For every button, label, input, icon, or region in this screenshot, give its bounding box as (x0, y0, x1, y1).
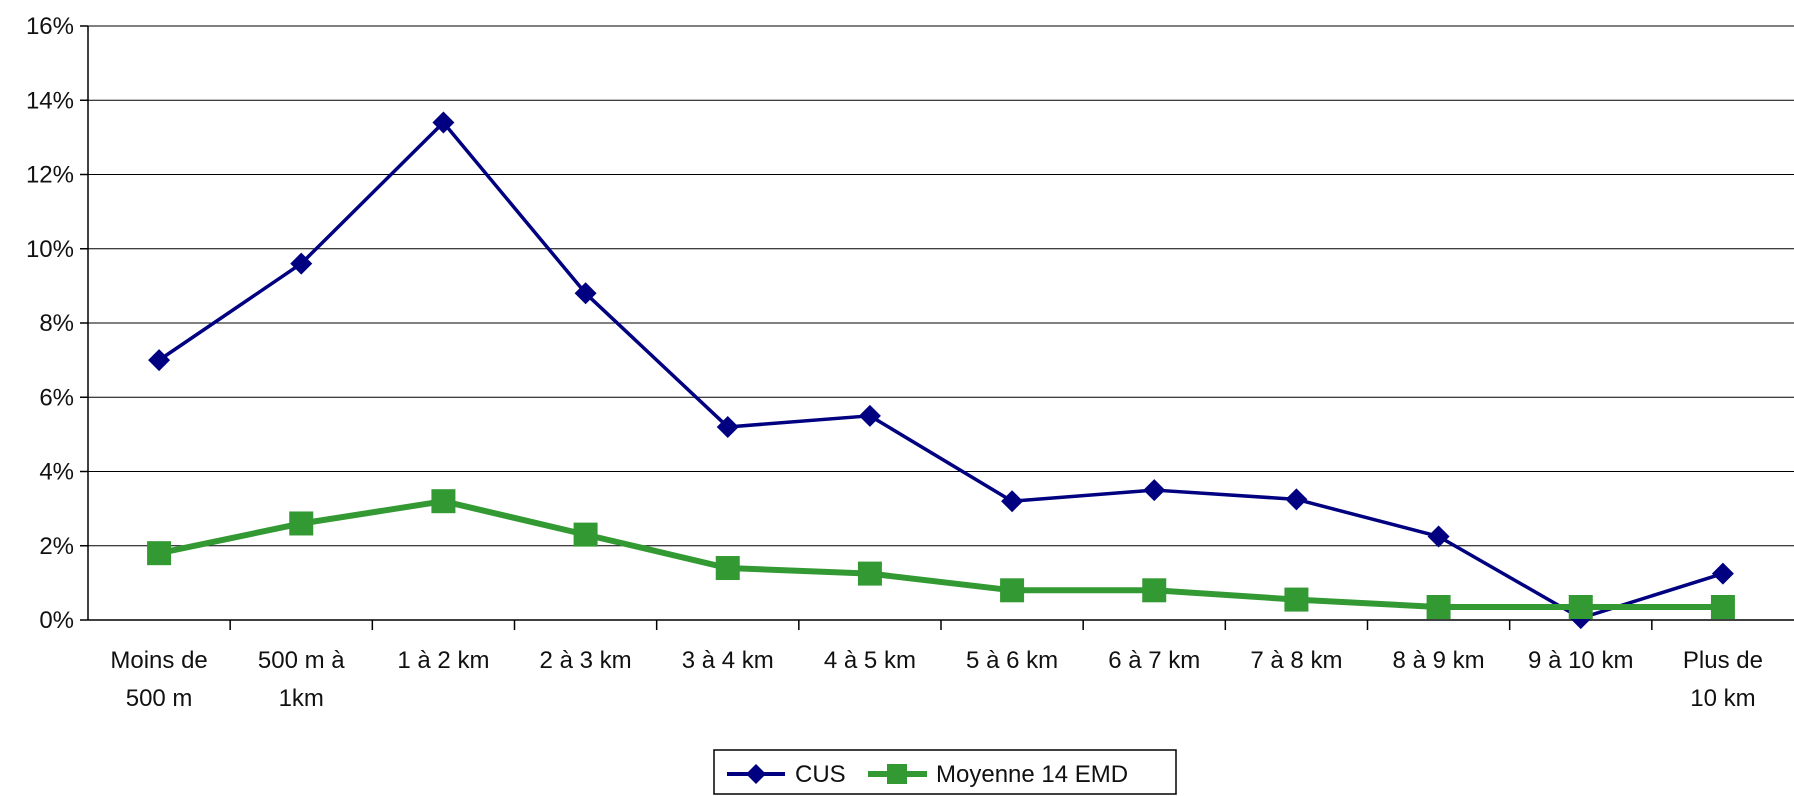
data-point-square (147, 541, 172, 566)
x-tick-label: 6 à 7 km (1108, 647, 1200, 674)
legend: CUS Moyenne 14 EMD (713, 749, 1177, 795)
y-tick-labels: 0% 2% 4% 6% 8% 10% 12% 14% 16% (26, 13, 74, 634)
legend-label-moyenne: Moyenne 14 EMD (936, 761, 1128, 788)
y-tick-label: 10% (26, 236, 74, 263)
data-point-square (1710, 595, 1735, 620)
x-tick-label: 500 m à 1km (258, 647, 345, 712)
x-tick-label: 3 à 4 km (682, 647, 774, 674)
legend-item-moyenne: Moyenne 14 EMD (868, 761, 1128, 788)
x-tick-labels: Moins de 500 m 500 m à 1km 1 à 2 km 2 à 3 km 3… (110, 647, 1763, 712)
y-tick-label: 4% (39, 459, 74, 486)
series-line (158, 498, 1723, 611)
data-point-square (857, 561, 882, 586)
x-tick-label: Plus de 10 km (1683, 647, 1763, 712)
axes (80, 25, 1794, 630)
data-point-diamond (290, 252, 313, 275)
x-tick-label: 8 à 9 km (1393, 647, 1485, 674)
series-line (158, 120, 1724, 620)
legend-item-cus: CUS (727, 761, 846, 788)
data-point-square (1284, 587, 1309, 612)
data-point-diamond (1427, 525, 1450, 548)
data-point-square (1000, 578, 1025, 603)
data-point-square (289, 511, 314, 536)
data-point-diamond (716, 415, 739, 438)
data-point-diamond (1143, 479, 1166, 502)
x-tick-label: 1 à 2 km (397, 647, 489, 674)
x-tick-label: 5 à 6 km (966, 647, 1058, 674)
x-tick-label: 2 à 3 km (540, 647, 632, 674)
data-point-square (1568, 595, 1593, 620)
legend-diamond-marker (746, 764, 766, 784)
y-tick-label: 0% (39, 607, 74, 634)
y-tick-label: 8% (39, 310, 74, 337)
legend-box (713, 749, 1177, 795)
x-tick-label: Moins de 500 m (110, 647, 207, 712)
series-moyenne-14-emd (147, 489, 1735, 620)
y-tick-label: 2% (39, 533, 74, 560)
y-tick-label: 16% (26, 13, 74, 40)
x-tick-label: 4 à 5 km (824, 647, 916, 674)
legend-label-cus: CUS (795, 761, 846, 788)
gridlines (88, 25, 1794, 547)
y-tick-label: 12% (26, 162, 74, 189)
data-point-diamond (858, 404, 881, 427)
x-tick-label: 9 à 10 km (1528, 647, 1633, 674)
data-point-diamond (1711, 562, 1734, 585)
data-point-diamond (574, 282, 597, 305)
y-tick-label: 14% (26, 87, 74, 114)
data-point-square (431, 489, 456, 514)
data-point-diamond (1001, 490, 1024, 513)
x-tick-label: 7 à 8 km (1250, 647, 1342, 674)
series (147, 111, 1735, 630)
data-point-diamond (1285, 488, 1308, 511)
legend-square-marker (887, 764, 907, 784)
series-cus (148, 111, 1734, 630)
data-point-square (1142, 578, 1167, 603)
data-point-diamond (432, 111, 455, 134)
data-point-square (1426, 595, 1451, 620)
data-point-square (715, 556, 740, 581)
data-point-square (573, 522, 598, 547)
data-point-diamond (148, 349, 171, 372)
y-tick-label: 6% (39, 384, 74, 411)
